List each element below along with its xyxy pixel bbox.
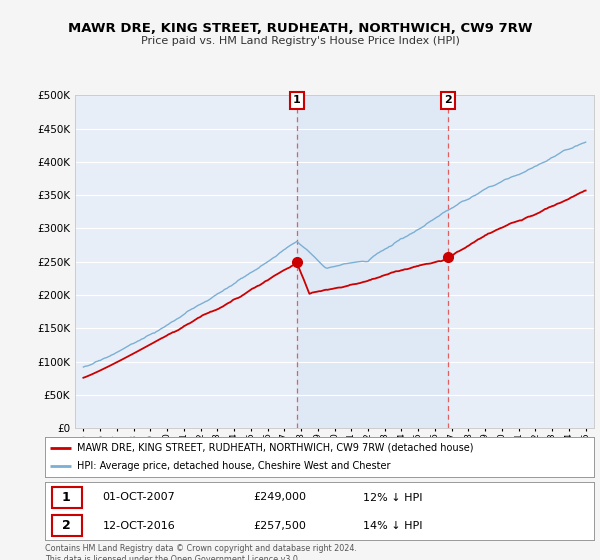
Text: 1: 1 bbox=[293, 95, 301, 105]
FancyBboxPatch shape bbox=[52, 515, 82, 536]
Text: 12% ↓ HPI: 12% ↓ HPI bbox=[364, 492, 423, 502]
Text: £249,000: £249,000 bbox=[254, 492, 307, 502]
Text: MAWR DRE, KING STREET, RUDHEATH, NORTHWICH, CW9 7RW: MAWR DRE, KING STREET, RUDHEATH, NORTHWI… bbox=[68, 22, 532, 35]
Text: MAWR DRE, KING STREET, RUDHEATH, NORTHWICH, CW9 7RW (detached house): MAWR DRE, KING STREET, RUDHEATH, NORTHWI… bbox=[77, 443, 473, 452]
Text: 1: 1 bbox=[62, 491, 71, 504]
Text: 01-OCT-2007: 01-OCT-2007 bbox=[103, 492, 175, 502]
Bar bbox=[297, 95, 448, 428]
Text: Contains HM Land Registry data © Crown copyright and database right 2024.
This d: Contains HM Land Registry data © Crown c… bbox=[45, 544, 357, 560]
Text: 12-OCT-2016: 12-OCT-2016 bbox=[103, 521, 175, 531]
Text: 2: 2 bbox=[62, 519, 71, 532]
Text: 2: 2 bbox=[445, 95, 452, 105]
Text: HPI: Average price, detached house, Cheshire West and Chester: HPI: Average price, detached house, Ches… bbox=[77, 461, 391, 471]
Text: Price paid vs. HM Land Registry's House Price Index (HPI): Price paid vs. HM Land Registry's House … bbox=[140, 36, 460, 46]
Text: 14% ↓ HPI: 14% ↓ HPI bbox=[364, 521, 423, 531]
FancyBboxPatch shape bbox=[52, 487, 82, 508]
Text: £257,500: £257,500 bbox=[254, 521, 307, 531]
